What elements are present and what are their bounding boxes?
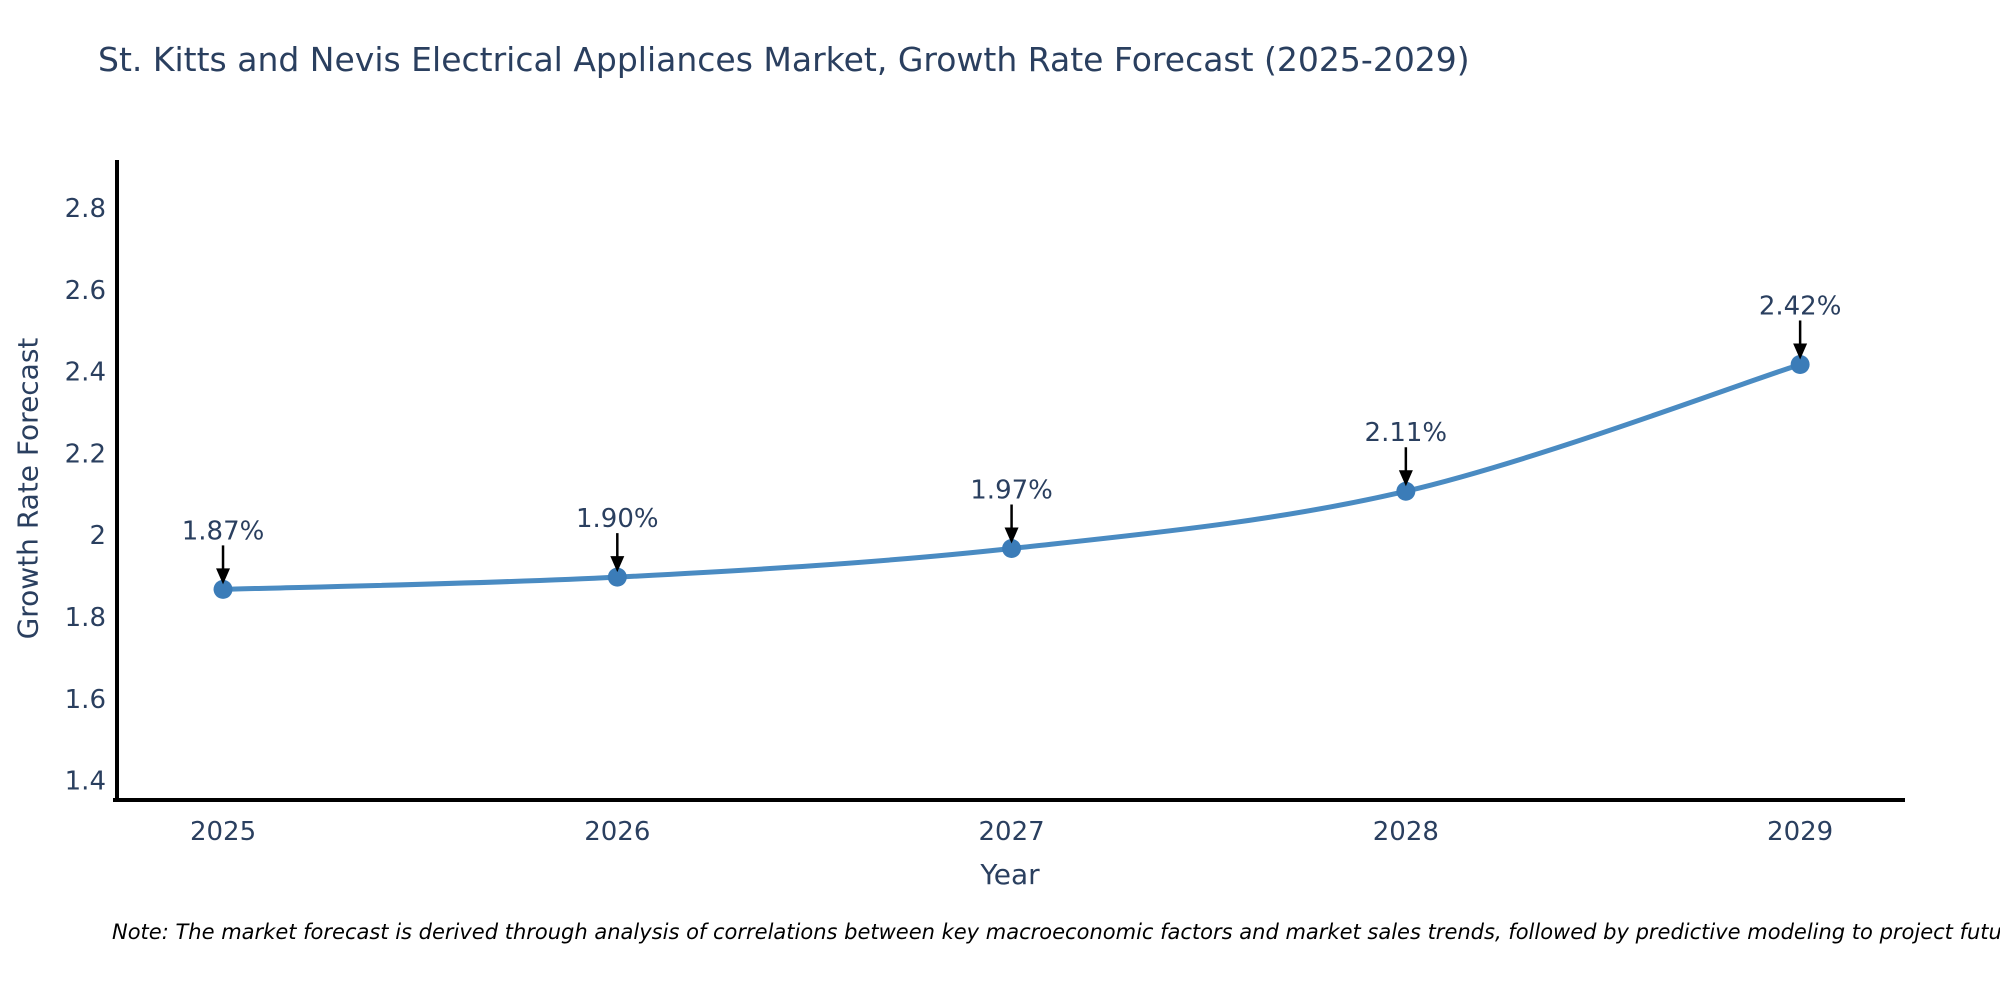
x-tick-label: 2027 — [978, 817, 1044, 847]
x-axis-title: Year — [980, 858, 1040, 891]
y-tick-label: 2.6 — [65, 276, 106, 306]
annotation-arrowhead — [1004, 527, 1019, 544]
annotation-arrowhead — [1398, 470, 1413, 487]
y-tick-label: 2.8 — [65, 194, 106, 224]
y-tick-label: 1.4 — [65, 767, 106, 797]
data-point-label: 2.11% — [1365, 418, 1448, 448]
data-point-marker[interactable] — [1396, 481, 1416, 501]
y-tick-label: 1.8 — [65, 603, 106, 633]
chart-title: St. Kitts and Nevis Electrical Appliance… — [98, 40, 1470, 79]
x-tick-label: 2028 — [1373, 817, 1439, 847]
x-tick-label: 2026 — [584, 817, 650, 847]
annotation-arrowhead — [216, 568, 231, 585]
y-tick-label: 1.6 — [65, 685, 106, 715]
y-axis-title: Growth Rate Forecast — [11, 337, 45, 640]
y-tick-label: 2.2 — [65, 439, 106, 469]
data-point-marker[interactable] — [1790, 354, 1810, 374]
data-point-label: 1.97% — [970, 475, 1053, 505]
data-point-marker[interactable] — [1002, 538, 1022, 558]
footnote: Note: The market forecast is derived thr… — [112, 920, 2000, 944]
annotation-arrowhead — [610, 556, 625, 573]
data-point-label: 1.90% — [576, 504, 659, 534]
data-point-label: 1.87% — [182, 516, 265, 546]
y-tick-label: 2.4 — [65, 358, 106, 388]
annotation-arrowhead — [1793, 343, 1808, 360]
x-tick-label: 2025 — [190, 817, 256, 847]
data-point-label: 2.42% — [1759, 291, 1842, 321]
y-tick-label: 2 — [89, 521, 106, 551]
data-point-marker[interactable] — [213, 579, 233, 599]
data-point-marker[interactable] — [607, 567, 627, 587]
x-tick-label: 2029 — [1767, 817, 1833, 847]
